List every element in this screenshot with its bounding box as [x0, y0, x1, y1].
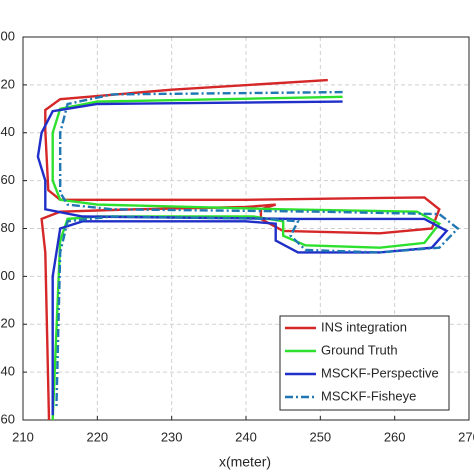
y-tick-label: 240 [0, 364, 15, 379]
y-tick-label: 100 [0, 28, 15, 43]
x-axis-label: x(meter) [219, 454, 271, 470]
y-tick-label: 120 [0, 76, 15, 91]
legend-label: INS integration [321, 319, 407, 334]
x-tick-label: 240 [235, 429, 257, 444]
series-line [55, 90, 460, 409]
legend-label: MSCKF-Perspective [321, 365, 439, 380]
y-tick-label: 180 [0, 220, 15, 235]
y-tick-label: 220 [0, 316, 15, 331]
legend-label: Ground Truth [321, 342, 398, 357]
legend-label: MSCKF-Fisheye [321, 388, 416, 403]
x-tick-label: 220 [86, 429, 108, 444]
x-tick-label: 270 [458, 429, 474, 444]
series-line [40, 78, 441, 421]
x-tick-label: 210 [12, 429, 34, 444]
y-tick-label: 140 [0, 124, 15, 139]
x-tick-label: 250 [309, 429, 331, 444]
x-tick-label: 230 [161, 429, 183, 444]
plot-frame [22, 36, 470, 421]
x-tick-label: 260 [384, 429, 406, 444]
series-line [36, 100, 449, 416]
legend-box [279, 315, 450, 411]
y-tick-label: 260 [0, 411, 15, 426]
y-tick-label: 200 [0, 268, 15, 283]
y-tick-label: 160 [0, 172, 15, 187]
